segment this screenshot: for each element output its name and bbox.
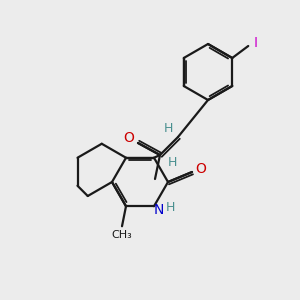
Text: H: H xyxy=(165,201,175,214)
Text: O: O xyxy=(196,162,206,176)
Text: H: H xyxy=(163,122,173,136)
Text: CH₃: CH₃ xyxy=(112,230,132,240)
Text: I: I xyxy=(253,36,257,50)
Text: N: N xyxy=(154,203,164,217)
Text: H: H xyxy=(167,157,177,169)
Text: O: O xyxy=(124,131,134,145)
